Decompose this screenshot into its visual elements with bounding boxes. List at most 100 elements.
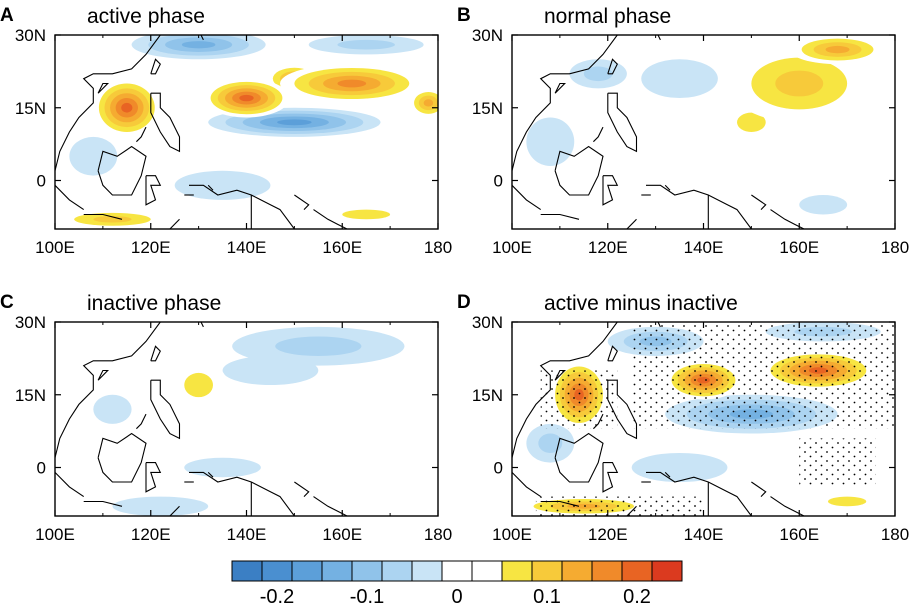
coastline: [169, 218, 180, 229]
x-tick-label: 100E: [492, 238, 532, 257]
coastline: [55, 472, 85, 498]
colorbar-label: -0.2: [260, 586, 294, 604]
panel-letter: D: [457, 292, 471, 313]
anomaly-cell: [775, 70, 824, 97]
colorbar-label: -0.1: [350, 586, 384, 604]
coastline: [512, 35, 618, 171]
anomaly-cell: [303, 428, 400, 449]
coastline: [607, 379, 638, 440]
colorbar-box: [561, 560, 593, 582]
y-tick-label: 30N: [472, 26, 503, 45]
colorbar-box: [411, 560, 443, 582]
coastline: [554, 145, 604, 196]
anomaly-cell: [69, 136, 118, 176]
x-tick-label: 140E: [684, 525, 724, 544]
x-tick-label: 140E: [684, 238, 724, 257]
colorbar-box: [501, 560, 533, 582]
y-tick-label: 15N: [15, 99, 46, 118]
y-tick-label: 30N: [472, 313, 503, 332]
anomaly-cell: [342, 209, 391, 220]
anomaly-cell: [277, 119, 312, 126]
x-tick-label: 160E: [779, 238, 819, 257]
colorbar-box: [621, 560, 653, 582]
coastline: [626, 218, 637, 229]
coastline: [512, 472, 542, 498]
anomaly-cell: [737, 112, 766, 132]
coastline: [593, 413, 604, 430]
coastline: [646, 471, 752, 516]
coastline: [150, 379, 181, 440]
x-tick-label: 100E: [35, 238, 75, 257]
panel-letter: A: [0, 5, 14, 26]
colorbar-box: [381, 560, 413, 582]
coastline: [207, 472, 214, 478]
coastline: [294, 481, 310, 497]
colorbar-box: [471, 560, 503, 582]
coastline: [97, 369, 110, 381]
colorbar-box: [531, 560, 563, 582]
coastline: [150, 345, 161, 362]
colorbar-box: [351, 560, 383, 582]
y-tick-label: 15N: [472, 386, 503, 405]
x-tick-label: 180: [424, 238, 452, 257]
coastline: [55, 322, 161, 458]
coastline: [200, 35, 204, 41]
coastline: [751, 194, 767, 210]
coastline: [83, 500, 123, 507]
anomaly-cell: [184, 457, 261, 478]
significance-stipple: [535, 496, 704, 516]
y-tick-label: 15N: [472, 99, 503, 118]
coastline: [136, 126, 147, 143]
coastline: [97, 82, 110, 94]
coastline: [512, 184, 542, 211]
coastline: [657, 35, 661, 41]
anomaly-cell: [583, 66, 613, 82]
anomaly-cell: [337, 79, 367, 88]
anomaly-cell: [827, 496, 867, 507]
panel-c: 100E 120E 140E 160E 180 30N 15N 0 C inactive phas…: [0, 292, 452, 544]
y-tick-label: 0: [494, 172, 503, 191]
coastline: [554, 432, 604, 483]
anomaly-cell: [112, 496, 209, 516]
coastline: [593, 126, 604, 143]
coastline: [189, 184, 295, 229]
significance-stipple: [540, 370, 618, 429]
anomaly-cell: [631, 452, 728, 483]
anomaly-cell: [641, 59, 718, 99]
coastline: [294, 194, 310, 210]
coastline: [602, 462, 619, 493]
coastline: [664, 472, 671, 478]
colorbar-label: 0.1: [533, 586, 561, 604]
coastline: [55, 35, 161, 171]
colorbar-box: [321, 560, 353, 582]
panel-title: inactive phase: [87, 292, 221, 315]
coastline: [646, 184, 752, 229]
coastline: [145, 462, 162, 493]
colorbar-label: 0.2: [623, 586, 651, 604]
panel-letter: C: [0, 292, 14, 313]
anomaly-cell: [538, 433, 563, 453]
panel-title: normal phase: [544, 5, 671, 28]
panel-title: active minus inactive: [544, 292, 738, 315]
coastline: [607, 345, 618, 362]
y-tick-label: 30N: [15, 26, 46, 45]
x-tick-label: 140E: [227, 525, 267, 544]
anomaly-cell: [174, 170, 271, 200]
colorbar-box: [261, 560, 293, 582]
significance-stipple: [799, 438, 876, 487]
coastline: [554, 82, 567, 94]
coastline: [540, 213, 580, 220]
x-tick-label: 160E: [779, 525, 819, 544]
colorbar-label: 0: [451, 586, 462, 604]
coastline: [607, 92, 638, 153]
x-tick-label: 180: [881, 238, 909, 257]
x-tick-label: 140E: [227, 238, 267, 257]
anomaly-cell: [184, 372, 213, 398]
anomaly-cell: [526, 117, 575, 166]
colorbar-box: [231, 560, 263, 582]
coastline: [189, 471, 295, 516]
x-tick-label: 100E: [35, 525, 75, 544]
coastline: [540, 500, 580, 507]
colorbar-box: [291, 560, 323, 582]
